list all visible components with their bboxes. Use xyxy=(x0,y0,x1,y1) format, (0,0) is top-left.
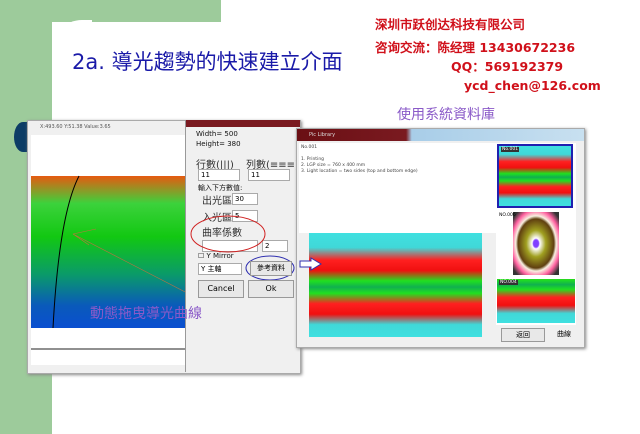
desc-line: 3. Light location = two sides (top and b… xyxy=(301,169,418,174)
desc-line: 1. Printing xyxy=(301,157,325,162)
return-button[interactable]: 返回 xyxy=(501,328,545,342)
caption-left: 動態拖曳導光曲線 xyxy=(90,306,202,322)
curve-input[interactable]: 2 xyxy=(262,240,288,252)
width-text: Width= 500 xyxy=(196,130,238,138)
height-text: Height= 380 xyxy=(196,140,241,148)
arrow-icon xyxy=(299,257,322,271)
cancel-button[interactable]: Cancel xyxy=(198,280,244,298)
item-number: No.001 xyxy=(301,145,318,150)
green-band-top xyxy=(0,0,221,22)
gradient xyxy=(31,176,195,328)
desc-line: 2. LGP size = 760 x 400 mm xyxy=(301,163,366,168)
preview-image xyxy=(309,233,482,337)
rows-input[interactable]: 11 xyxy=(198,169,240,181)
thumb-label: NO.004 xyxy=(499,280,518,285)
email: ycd_chen@126.com xyxy=(464,78,601,93)
cols-label: 列數(≡≡≡) xyxy=(246,160,299,171)
cols-input[interactable]: 11 xyxy=(248,169,290,181)
curve-plot[interactable] xyxy=(31,135,195,365)
out-label: 出光區 xyxy=(202,196,232,207)
thumb-label: NO.006 xyxy=(499,213,516,218)
ok-button[interactable]: Ok xyxy=(248,280,294,298)
window-title: Pic Library xyxy=(297,129,584,141)
rows-label: 行數(|||) xyxy=(196,160,234,171)
curve-label: 曲率係數 xyxy=(202,228,242,239)
thumbnail-3[interactable]: NO.004 xyxy=(497,279,575,323)
curve-button[interactable]: 曲線 xyxy=(557,330,571,338)
y-mirror-checkbox[interactable]: ☐ Y Mirror xyxy=(198,252,234,260)
reference-button[interactable]: 參考資料 xyxy=(250,261,292,276)
curve-line[interactable] xyxy=(31,135,195,365)
qq: QQ：569192379 xyxy=(451,59,564,74)
input-hint: 輸入下方數值: xyxy=(198,184,243,192)
thumbnail-list[interactable]: No.001 NO.006 NO.004 xyxy=(496,143,576,325)
contact: 咨询交流：陈经理 13430672236 xyxy=(375,40,576,55)
in-label: 入光區 xyxy=(202,213,232,224)
thumbnail-1[interactable]: No.001 xyxy=(497,144,573,208)
caption-right: 使用系統資料庫 xyxy=(397,107,495,123)
axis-select[interactable]: Y 主軸 xyxy=(198,263,242,275)
library-window: Pic Library No.001 1. Printing 2. LGP si… xyxy=(296,128,585,348)
dialog-titlebar xyxy=(186,120,300,127)
y-mirror-label: Y Mirror xyxy=(206,252,234,260)
out-input[interactable]: 30 xyxy=(232,193,258,205)
in-input[interactable]: 5 xyxy=(232,210,258,222)
curve-slider[interactable] xyxy=(202,240,258,252)
thumbnail-2[interactable]: NO.006 xyxy=(498,212,574,275)
thumb-label: No.001 xyxy=(501,147,520,152)
company-name: 深圳市跃创达科技有限公司 xyxy=(375,17,526,32)
window-title: X:493.60 Y:51.38 Value:3.65 xyxy=(40,124,111,130)
curve-dialog: Width= 500 Height= 380 行數(|||) 列數(≡≡≡) 1… xyxy=(185,120,300,372)
slide-title: 2a. 導光趨勢的快速建立介面 xyxy=(72,50,343,74)
